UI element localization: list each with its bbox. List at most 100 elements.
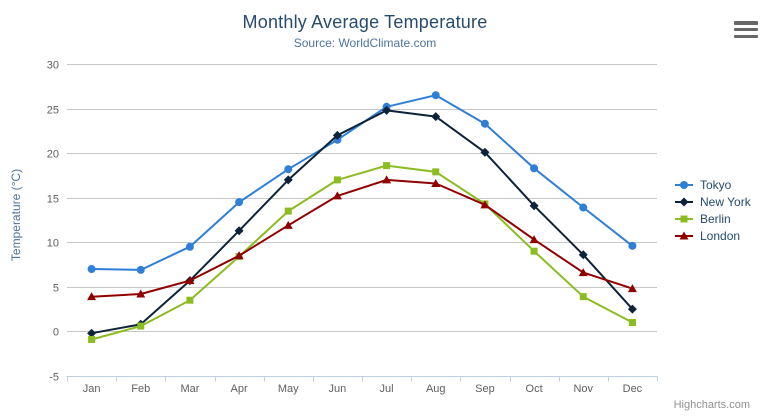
square-marker[interactable]	[333, 176, 341, 184]
x-axis-label: Apr	[231, 383, 248, 395]
triangle-marker[interactable]	[627, 284, 637, 293]
triangle-marker[interactable]	[679, 231, 689, 239]
y-axis-label: 10	[47, 238, 59, 250]
triangle-marker[interactable]	[431, 178, 441, 187]
diamond-marker[interactable]	[87, 328, 97, 338]
diamond-marker[interactable]	[332, 130, 342, 140]
square-marker[interactable]	[186, 296, 194, 304]
y-gridlines	[67, 64, 657, 332]
diamond-marker[interactable]	[529, 201, 539, 211]
legend-marker-berlin	[675, 215, 693, 222]
triangle-marker[interactable]	[185, 276, 195, 285]
x-axis-label: Mar	[180, 383, 199, 395]
x-axis-label: Jun	[329, 383, 347, 395]
x-axis-label: Oct	[526, 383, 543, 395]
triangle-marker[interactable]	[529, 235, 539, 244]
y-axis-label: -5	[49, 372, 59, 384]
diamond-marker[interactable]	[431, 112, 441, 122]
circle-marker[interactable]	[185, 242, 194, 251]
legend-item-tokyo[interactable]: Tokyo	[674, 176, 751, 193]
legend-marker-london	[675, 231, 693, 239]
circle-marker[interactable]	[628, 241, 637, 250]
diamond-marker[interactable]	[480, 147, 490, 157]
x-axis	[66, 376, 658, 382]
y-axis-label: 30	[47, 60, 59, 72]
diamond-marker[interactable]	[283, 175, 293, 185]
diamond-marker[interactable]	[234, 226, 244, 236]
y-axis-label: 0	[53, 327, 59, 339]
series-tokyo[interactable]	[87, 91, 637, 274]
triangle-marker[interactable]	[283, 220, 293, 229]
square-marker[interactable]	[284, 207, 292, 215]
chart-subtitle: Source: WorldClimate.com	[293, 36, 437, 50]
series-london[interactable]	[87, 175, 637, 301]
series-line-london[interactable]	[90, 178, 634, 298]
diamond-marker[interactable]	[679, 197, 689, 206]
circle-marker[interactable]	[87, 265, 96, 274]
chart-title: Monthly Average Temperature	[242, 12, 488, 32]
y-axis-label: 15	[47, 194, 59, 206]
series-line-berlin[interactable]	[90, 164, 634, 341]
square-marker[interactable]	[88, 335, 96, 343]
square-marker[interactable]	[137, 322, 145, 330]
circle-marker[interactable]	[530, 164, 539, 173]
y-axis-label: 5	[53, 283, 59, 295]
x-axis-label: Jul	[380, 383, 394, 395]
square-marker[interactable]	[628, 319, 636, 327]
circle-marker[interactable]	[579, 203, 588, 212]
legend: Tokyo New York Berlin London	[674, 176, 751, 244]
x-axis-label: Nov	[573, 383, 593, 395]
highcharts-credits[interactable]: Highcharts.com	[673, 399, 750, 411]
x-axis-labels: Jan Feb Mar Apr May Jun Jul Aug Sep Oct Nov Dec	[83, 383, 643, 395]
y-axis-labels: -5 0 5 10 15 20 25 30	[47, 60, 59, 384]
y-axis-title: Temperature (°C)	[9, 169, 23, 261]
y-axis-label: 20	[47, 149, 59, 161]
legend-marker-new-york	[675, 197, 693, 206]
circle-marker[interactable]	[136, 265, 145, 274]
circle-marker[interactable]	[284, 165, 293, 174]
diamond-marker[interactable]	[578, 250, 588, 260]
circle-marker[interactable]	[680, 180, 688, 189]
diamond-marker[interactable]	[382, 105, 392, 115]
triangle-marker[interactable]	[578, 268, 588, 277]
x-axis-label: Sep	[475, 383, 495, 395]
x-axis-label: Aug	[426, 383, 446, 395]
triangle-marker[interactable]	[87, 292, 97, 301]
legend-item-berlin[interactable]: Berlin	[674, 210, 751, 227]
triangle-marker[interactable]	[382, 175, 392, 184]
series-line-tokyo[interactable]	[90, 94, 634, 271]
square-marker[interactable]	[432, 168, 440, 176]
legend-item-london[interactable]: London	[674, 227, 751, 244]
legend-label: New York	[700, 194, 751, 209]
triangle-marker[interactable]	[234, 251, 244, 260]
square-marker[interactable]	[579, 293, 587, 301]
legend-label: London	[700, 228, 741, 243]
x-axis-label: May	[278, 383, 299, 395]
triangle-marker[interactable]	[480, 200, 490, 209]
series-line-new-york[interactable]	[90, 109, 634, 335]
hamburger-icon	[734, 27, 758, 32]
legend-label: Tokyo	[700, 177, 732, 192]
x-axis-label: Feb	[131, 383, 150, 395]
diamond-marker[interactable]	[627, 304, 637, 314]
hamburger-icon	[734, 34, 758, 38]
x-axis-label: Jan	[83, 383, 101, 395]
legend-item-new-york[interactable]: New York	[674, 193, 751, 210]
square-marker[interactable]	[680, 215, 688, 222]
triangle-marker[interactable]	[332, 191, 342, 200]
y-axis-label: 25	[47, 105, 59, 117]
circle-marker[interactable]	[431, 91, 440, 100]
triangle-marker[interactable]	[136, 289, 146, 298]
square-marker[interactable]	[530, 247, 538, 255]
circle-marker[interactable]	[480, 119, 489, 128]
square-marker[interactable]	[383, 162, 391, 170]
circle-marker[interactable]	[235, 198, 244, 207]
legend-marker-tokyo	[675, 180, 693, 189]
series-new-york[interactable]	[87, 105, 637, 338]
x-axis-label: Dec	[623, 383, 643, 395]
legend-label: Berlin	[700, 211, 731, 226]
hamburger-icon	[734, 21, 758, 25]
export-menu-button[interactable]	[734, 21, 758, 38]
